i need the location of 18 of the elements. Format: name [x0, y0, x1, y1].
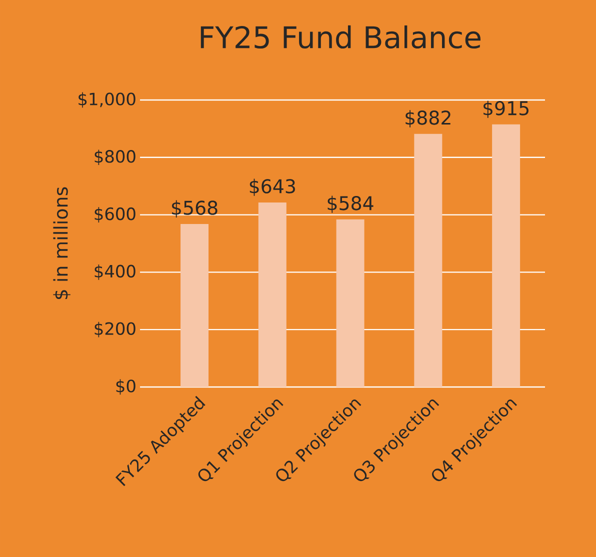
data-label: $584: [328, 196, 374, 213]
y-tick-label: $600: [94, 207, 136, 222]
y-tick-label: $800: [94, 150, 136, 166]
bar: [258, 202, 286, 387]
y-tick-label: $200: [94, 322, 136, 338]
bar: [414, 134, 442, 387]
bar: [336, 219, 364, 387]
data-label: $882: [406, 110, 450, 128]
data-label: $568: [172, 200, 218, 218]
data-label: $643: [250, 178, 295, 196]
y-tick-label: $0: [116, 379, 136, 395]
chart-title: FY25 Fund Balance: [200, 25, 480, 49]
y-tick-label: $1,000: [78, 92, 136, 108]
bar: [180, 224, 209, 387]
y-axis-title: $ in millions: [53, 187, 70, 300]
y-tick-label: $400: [94, 264, 136, 280]
data-label: $915: [484, 100, 528, 118]
bar: [492, 124, 520, 387]
